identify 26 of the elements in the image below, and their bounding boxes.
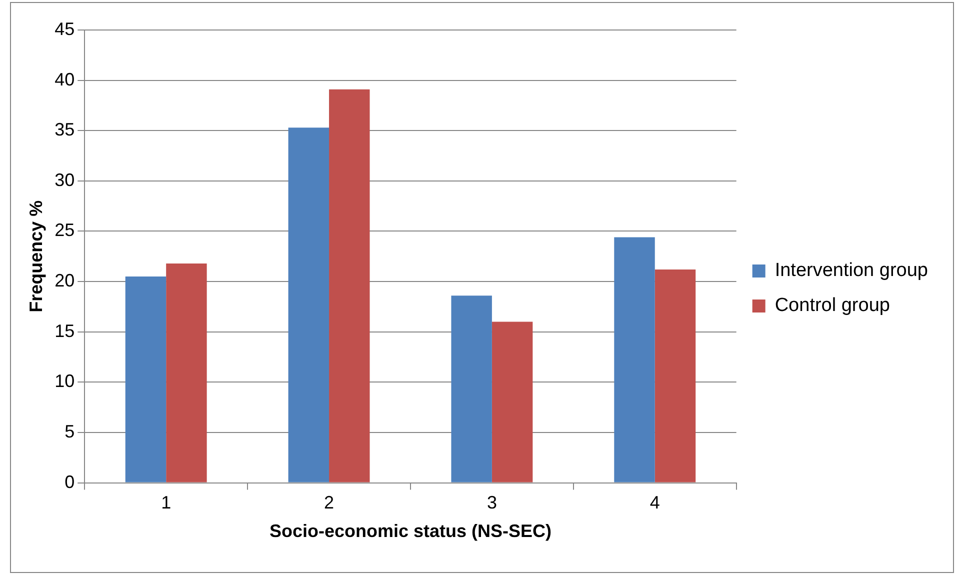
x-tick-label: 4 [650, 492, 660, 513]
bar [288, 128, 330, 482]
y-axis-title: Frequency % [26, 200, 46, 312]
bar [614, 237, 655, 482]
y-tick-label: 45 [54, 18, 75, 39]
bar [451, 296, 492, 482]
bar [166, 263, 207, 482]
y-tick-label: 40 [54, 69, 75, 90]
legend-label: Intervention group [774, 260, 928, 282]
legend-label: Control group [774, 295, 890, 316]
y-tick-label: 5 [64, 421, 75, 442]
y-tick-label: 35 [54, 120, 75, 140]
y-tick-label: 0 [64, 472, 75, 492]
bar [329, 89, 370, 482]
y-tick-label: 20 [54, 270, 75, 291]
x-tick-label: 1 [161, 492, 172, 513]
y-tick-label: 25 [54, 220, 75, 240]
x-axis-title: Socio-economic status (NS-SEC) [269, 521, 552, 542]
x-tick-label: 3 [486, 492, 497, 513]
bar [654, 269, 696, 482]
bar [125, 276, 166, 482]
y-tick-label: 10 [54, 371, 75, 392]
bar [492, 322, 533, 482]
y-tick-label: 15 [54, 320, 75, 341]
x-tick-label: 2 [324, 492, 334, 513]
y-tick-label: 30 [54, 170, 75, 190]
